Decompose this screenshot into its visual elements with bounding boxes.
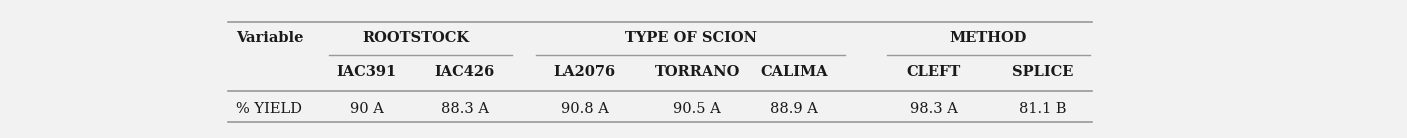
Text: 88.3 A: 88.3 A — [440, 102, 488, 116]
Text: 90.5 A: 90.5 A — [673, 102, 720, 116]
Text: 81.1 B: 81.1 B — [1019, 102, 1067, 116]
Text: TYPE OF SCION: TYPE OF SCION — [625, 31, 757, 45]
Text: TORRANO: TORRANO — [654, 65, 740, 79]
Text: ROOTSTOCK: ROOTSTOCK — [362, 31, 470, 45]
Text: CLEFT: CLEFT — [906, 65, 961, 79]
Text: % YIELD: % YIELD — [236, 102, 303, 116]
Text: 90 A: 90 A — [350, 102, 384, 116]
Text: 90.8 A: 90.8 A — [561, 102, 609, 116]
Text: IAC391: IAC391 — [336, 65, 397, 79]
Text: CALIMA: CALIMA — [760, 65, 827, 79]
Text: 98.3 A: 98.3 A — [910, 102, 958, 116]
Text: METHOD: METHOD — [950, 31, 1027, 45]
Text: Variable: Variable — [236, 31, 304, 45]
Text: IAC426: IAC426 — [435, 65, 495, 79]
Text: 88.9 A: 88.9 A — [770, 102, 817, 116]
Text: SPLICE: SPLICE — [1012, 65, 1074, 79]
Text: LA2076: LA2076 — [554, 65, 616, 79]
